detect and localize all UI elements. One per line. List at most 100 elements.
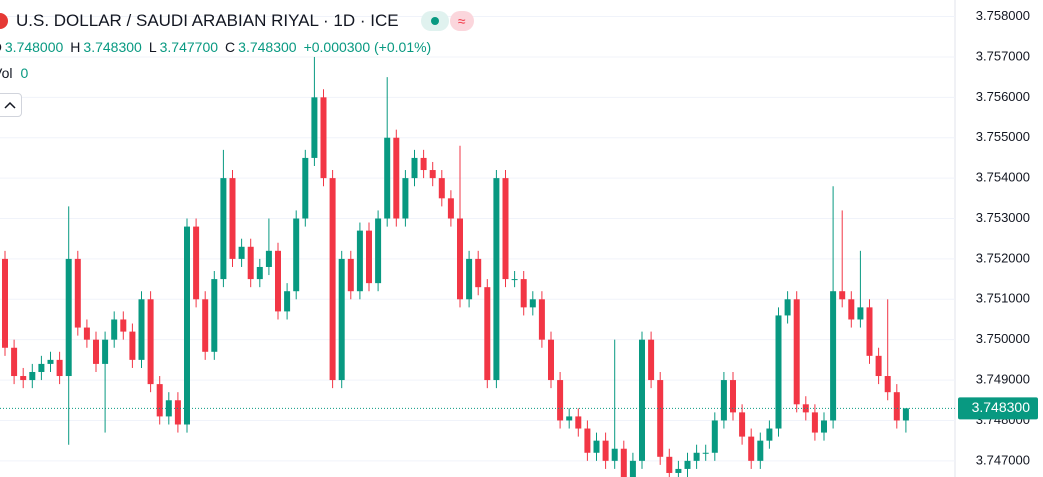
candle-body — [875, 355, 882, 377]
candle-body — [247, 246, 254, 280]
candle-body — [529, 299, 536, 308]
candle-body — [784, 299, 791, 316]
candle-body — [484, 287, 491, 381]
candle-body — [83, 327, 90, 340]
candle-body — [447, 198, 454, 219]
candle-body — [866, 307, 873, 356]
candle-body — [120, 319, 127, 332]
candle-body — [730, 380, 736, 413]
y-tick-label: 3.752000 — [976, 250, 1030, 265]
vol-value: 0 — [20, 65, 29, 81]
candle-body — [511, 279, 518, 281]
candle-body — [438, 178, 445, 199]
y-tick-label: 3.755000 — [976, 129, 1030, 144]
candle-body — [402, 178, 409, 219]
last-price-label: 3.748300 — [972, 399, 1031, 415]
y-tick-label: 3.749000 — [976, 372, 1030, 387]
candle-body — [893, 392, 900, 421]
ohlc-row: O3.748000 H3.748300 L3.747700 C3.748300 … — [0, 34, 474, 60]
candle-body — [830, 291, 837, 421]
candle-body — [457, 218, 463, 300]
change: +0.000300 (+0.01%) — [303, 39, 432, 55]
candle-body — [229, 178, 236, 259]
y-tick-label: 3.753000 — [976, 210, 1030, 225]
candle-body — [111, 319, 118, 340]
candle-body — [284, 291, 291, 312]
candle-body — [648, 339, 655, 381]
candle-body — [20, 376, 27, 381]
candle-body — [702, 452, 709, 454]
candle-body — [411, 157, 418, 179]
candle-body — [611, 448, 618, 461]
candle-body — [47, 359, 54, 364]
status-pill[interactable] — [420, 11, 449, 31]
candle-body — [429, 170, 436, 179]
candle-body — [802, 404, 809, 413]
candle-body — [675, 468, 682, 473]
y-tick-label: 3.754000 — [976, 170, 1030, 185]
candle-body — [256, 266, 263, 280]
candle-body — [65, 258, 72, 377]
candle-body — [102, 339, 109, 364]
market-pill[interactable]: ≈ — [449, 11, 474, 31]
candle-body — [193, 226, 200, 300]
title-row: U.S. DOLLAR / SAUDI ARABIAN RIYAL · 1D ·… — [0, 8, 474, 34]
candle-body — [857, 307, 864, 320]
candle-body — [811, 412, 818, 433]
candle-body — [629, 460, 636, 477]
candle-body — [320, 97, 327, 179]
candle-body — [684, 460, 691, 469]
candle-body — [329, 178, 336, 381]
o-value: 3.748000 — [4, 39, 64, 55]
candle-body — [793, 299, 800, 405]
candle-body — [147, 299, 154, 385]
collapse-button[interactable] — [0, 93, 22, 117]
l-label: L — [148, 39, 157, 55]
candle-body — [657, 380, 664, 457]
last-price-tag — [958, 397, 1038, 420]
candle-body — [138, 299, 145, 360]
candle-body — [557, 380, 564, 421]
candle-body — [620, 448, 627, 477]
y-tick-label: 3.757000 — [976, 48, 1030, 63]
chevron — [4, 101, 16, 109]
candle-body — [174, 400, 181, 425]
candle-body — [293, 218, 300, 292]
candle-body — [2, 258, 8, 348]
vol-label: Vol — [0, 65, 13, 81]
candle-body — [466, 258, 473, 300]
title: U.S. DOLLAR / SAUDI ARABIAN RIYAL · 1D ·… — [16, 11, 399, 30]
candle-body — [502, 178, 509, 280]
h-label: H — [70, 39, 81, 55]
candle-body — [311, 97, 318, 158]
candle-body — [366, 230, 372, 284]
candle-body — [38, 363, 45, 372]
candle-body — [156, 384, 163, 417]
candle-body — [11, 347, 18, 377]
candle-body — [302, 157, 309, 219]
candle-body — [839, 291, 846, 300]
candle-body — [821, 420, 827, 433]
h-value: 3.748300 — [83, 39, 142, 55]
y-tick-label: 3.751000 — [976, 291, 1030, 306]
candle-body — [393, 137, 400, 219]
candle-body — [748, 436, 755, 461]
candle-body — [902, 408, 909, 421]
candle-body — [375, 218, 382, 284]
y-tick-label: 3.758000 — [976, 8, 1030, 23]
candle-body — [220, 178, 227, 280]
candle-body — [884, 376, 891, 393]
candle-body — [356, 230, 363, 292]
y-tick-label: 3.750000 — [976, 331, 1030, 346]
candle-body — [420, 157, 427, 171]
candle-body — [74, 258, 81, 328]
candle-body — [384, 137, 391, 219]
candle-body — [766, 428, 773, 441]
candle-body — [720, 380, 727, 421]
candle-body — [584, 428, 591, 453]
y-tick-label: 3.756000 — [976, 89, 1030, 104]
candle-body — [593, 440, 600, 453]
candle-body — [211, 279, 218, 352]
vol-row: Vol 0 — [0, 60, 474, 86]
